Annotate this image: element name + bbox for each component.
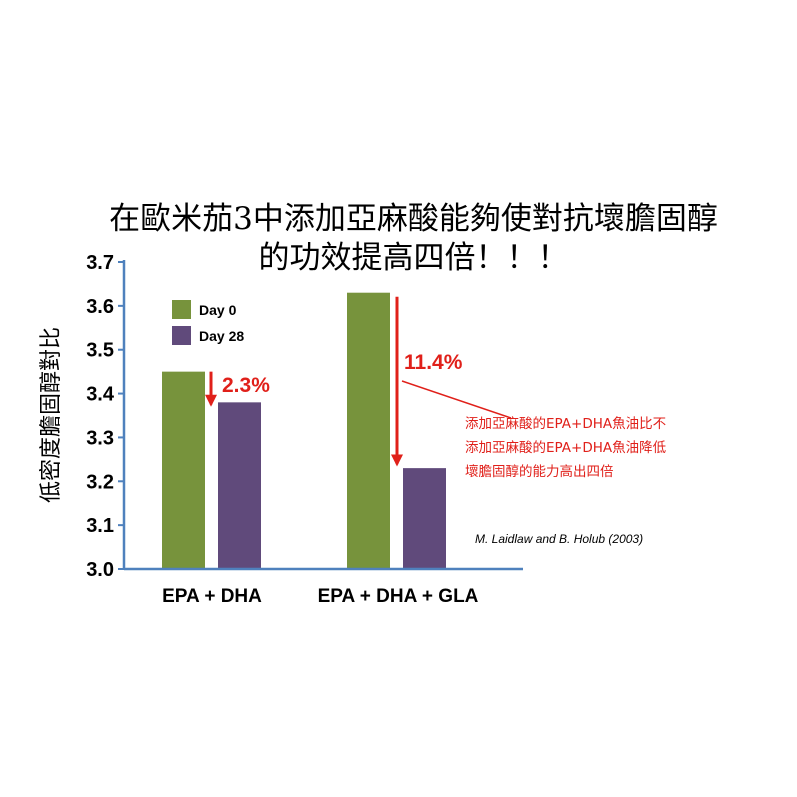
chart-title-line-2: 的功效提高四倍！！！ (258, 240, 569, 276)
x-category-label: EPA + DHA (162, 586, 262, 607)
bar-day0-epa-dha (162, 371, 205, 569)
note-line-3: 壞膽固醇的能力高出四倍 (465, 463, 614, 480)
y-tick-label: 3.5 (86, 340, 114, 362)
percent-label-epa-dha-gla: 11.4% (404, 351, 463, 374)
y-tick-label: 3.0 (86, 559, 114, 581)
y-tick-label: 3.2 (86, 471, 114, 493)
note-line-2: 添加亞麻酸的EPA+DHA魚油降低 (465, 440, 667, 456)
legend-swatch-day0 (172, 300, 191, 319)
percent-label-epa-dha: 2.3% (222, 374, 270, 397)
note-callout-line (401, 380, 512, 419)
bar-day0-epa-dha-gla (347, 292, 390, 569)
y-tick-label: 3.4 (86, 384, 115, 406)
x-category-label: EPA + DHA + GLA (318, 586, 479, 607)
y-axis-label: 低密度膽固醇對比 (39, 327, 64, 503)
chart-title-line-1: 在歐米茄3中添加亞麻酸能夠使對抗壞膽固醇 (109, 201, 718, 237)
legend-label-day0: Day 0 (199, 302, 237, 318)
citation: M. Laidlaw and B. Holub (2003) (475, 532, 643, 546)
bar-day28-epa-dha-gla (403, 468, 446, 569)
legend-swatch-day28 (172, 326, 191, 345)
bar-day28-epa-dha (218, 402, 261, 569)
y-tick-label: 3.3 (86, 427, 114, 449)
note-line-1: 添加亞麻酸的EPA+DHA魚油比不 (465, 416, 666, 432)
legend-label-day28: Day 28 (199, 328, 244, 344)
y-tick-label: 3.7 (86, 252, 114, 274)
y-tick-label: 3.1 (86, 515, 114, 537)
y-tick-label: 3.6 (86, 296, 114, 318)
